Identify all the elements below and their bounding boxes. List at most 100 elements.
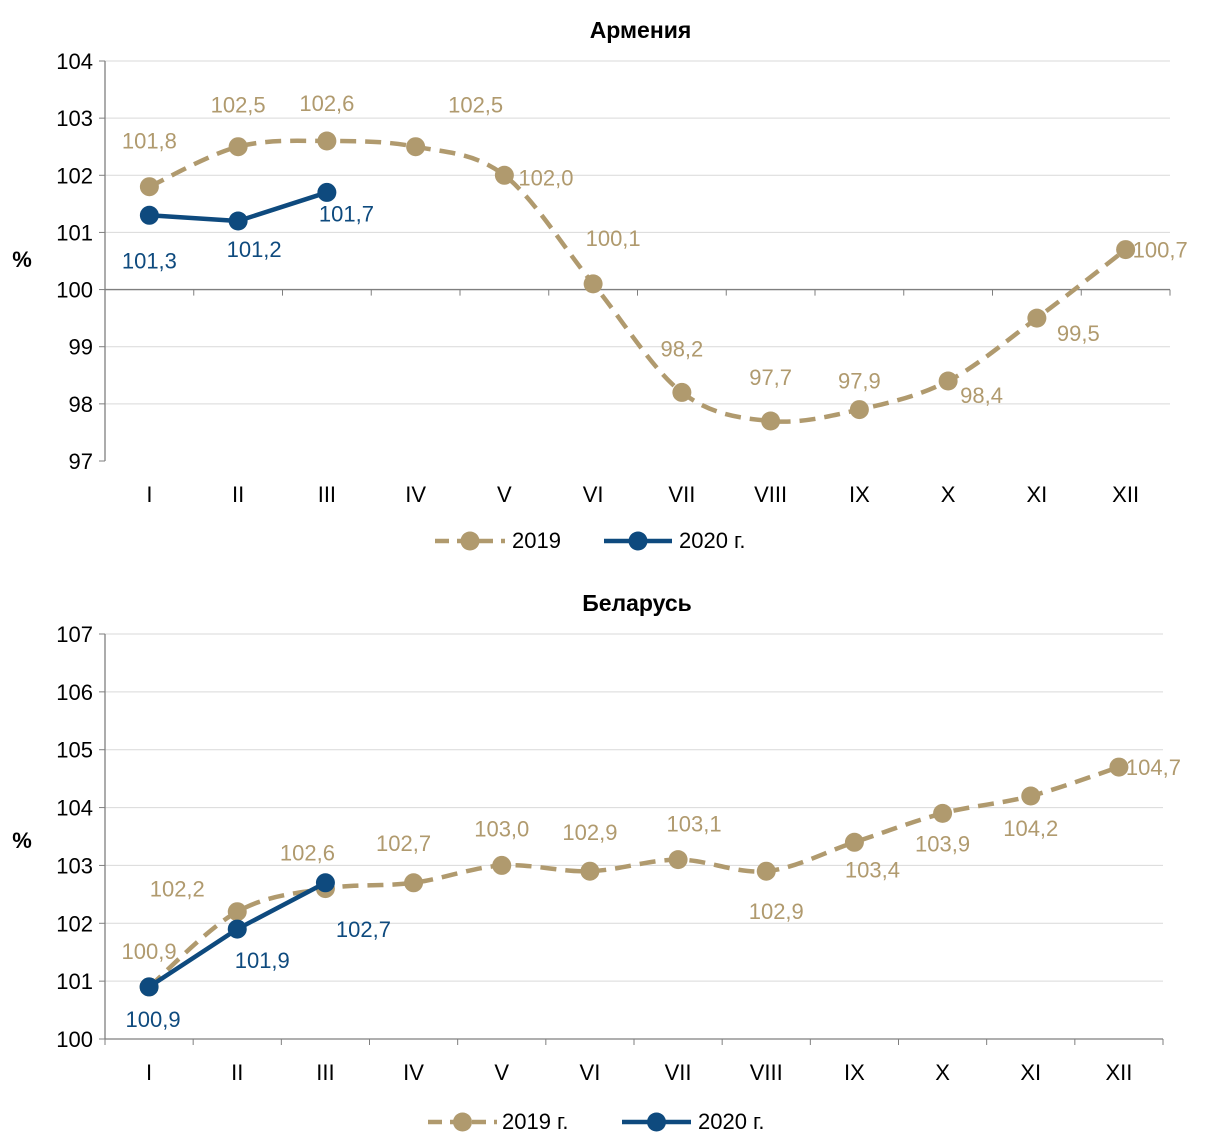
chart-2-x-tick-label: VI — [580, 1060, 601, 1085]
chart-1-series-1-line — [148, 138, 1128, 424]
chart-1-series-1-data-label: 102,5 — [448, 93, 503, 118]
chart-1-series-1-data-label: 97,9 — [838, 369, 881, 394]
chart-2-series-1-line — [147, 764, 1120, 989]
chart-1-legend-marker-2 — [628, 531, 648, 551]
chart-1-x-tick-label: XI — [1026, 482, 1047, 507]
chart-2-x-tick-label: V — [494, 1060, 509, 1085]
chart-2-x-tick-label: III — [316, 1060, 334, 1085]
chart-2-series-1-data-label: 102,9 — [562, 820, 617, 845]
chart-1-y-tick-label: 99 — [69, 335, 93, 360]
chart-2-legend-label-2: 2020 г. — [698, 1109, 765, 1134]
chart-2-legend-marker-2 — [647, 1112, 666, 1132]
chart-1-title: Армения — [590, 17, 692, 43]
chart-2-series-1-data-label: 104,2 — [1003, 816, 1058, 841]
chart-2-x-tick-label: XII — [1105, 1060, 1132, 1085]
chart-2-series-1-data-label: 102,2 — [150, 877, 205, 902]
chart-1-x-tick-label: III — [318, 482, 336, 507]
chart-1-series-1-point — [672, 382, 692, 402]
chart-1-x-tick-label: VIII — [754, 482, 787, 507]
chart-2-series-1-data-label: 103,1 — [667, 812, 722, 837]
chart-2-y-label: % — [12, 828, 32, 853]
chart-1-x-tick-label: X — [941, 482, 956, 507]
chart-2-series-1-data-label: 103,9 — [915, 831, 970, 856]
chart-2-legend-marker-1 — [453, 1112, 472, 1132]
chart-1-series-1-point — [849, 400, 869, 420]
chart-2-y-tick-label: 100 — [56, 1027, 93, 1052]
chart-2-y-tick-label: 103 — [56, 853, 93, 878]
chart-1-x-tick-label: I — [146, 482, 152, 507]
chart-1-y-tick-label: 103 — [56, 106, 93, 131]
chart-1-series-2-point — [317, 182, 337, 202]
chart-2-y-tick-label: 101 — [56, 969, 93, 994]
chart-1-series-1-point — [494, 165, 514, 185]
chart-1-series-1-data-label: 102,6 — [299, 91, 354, 116]
chart-1-legend-label-2: 2020 г. — [679, 528, 746, 553]
chart-1-series-2-data-label: 101,7 — [319, 201, 374, 226]
chart-1-x-tick-label: V — [497, 482, 512, 507]
chart-1-y-tick-label: 104 — [56, 49, 93, 74]
chart-2-series-1-point — [1109, 757, 1129, 777]
chart-2-series-1-data-label: 102,7 — [376, 831, 431, 856]
chart-1-x-tick-label: XII — [1112, 482, 1139, 507]
chart-2-y-tick-label: 107 — [56, 622, 93, 647]
chart-1-legend: 2019 2020 г. — [435, 528, 746, 553]
chart-1-series-1-data-label: 102,0 — [518, 165, 573, 190]
chart-2-title: Беларусь — [582, 590, 692, 616]
chart-1-series-1-point — [1027, 308, 1047, 328]
chart-2-series-1-data-label: 102,6 — [280, 841, 335, 866]
chart-2-series-1-point — [580, 861, 600, 881]
chart-2-x-tick-label: IV — [403, 1060, 424, 1085]
chart-1-series-1-point — [938, 371, 958, 391]
chart-1-x-tick-label: IX — [849, 482, 870, 507]
chart-2-legend-label-1: 2019 г. — [502, 1109, 569, 1134]
chart-1-series-1-data-label: 100,1 — [586, 226, 641, 251]
chart-2-legend: 2019 г. 2020 г. — [428, 1109, 765, 1134]
chart-2-series-2-point — [139, 977, 159, 997]
chart-2-series-2-data-label: 101,9 — [235, 948, 290, 973]
chart-1-y-tick-label: 98 — [69, 392, 93, 417]
chart-2-x-tick-label: VII — [665, 1060, 692, 1085]
chart-1-x-tick-label: II — [232, 482, 244, 507]
chart-1-x-tick-label: VII — [668, 482, 695, 507]
chart-1-y-tick-label: 102 — [56, 163, 93, 188]
chart-2-x-tick-label: VIII — [750, 1060, 783, 1085]
chart-1-series-2-data-label: 101,3 — [122, 248, 177, 273]
chart-2-series-1-point — [404, 873, 424, 893]
chart-2-series-2: 100,9 101,9 102,7 — [126, 873, 391, 1032]
chart-1-y-tick-label: 100 — [56, 278, 93, 303]
chart-1-series-1-data-label: 98,4 — [960, 383, 1003, 408]
chart-1-series-1-data-label: 99,5 — [1057, 321, 1100, 346]
chart-1-series-1-point — [228, 137, 248, 157]
chart-1-series-1-point — [583, 274, 603, 294]
chart-2-series-2-data-label: 102,7 — [336, 917, 391, 942]
chart-2-series-2-point — [227, 919, 247, 939]
chart-2-x-tick-label: XI — [1020, 1060, 1041, 1085]
chart-2-series-1-point — [668, 850, 688, 870]
chart-2-series-1-data-label: 104,7 — [1126, 755, 1181, 780]
chart-1-series-1-data-label: 97,7 — [749, 365, 792, 390]
chart-1-series-2-point — [139, 205, 159, 225]
chart-1-legend-label-1: 2019 — [512, 528, 561, 553]
chart-1-series-1-data-label: 102,5 — [211, 93, 266, 118]
chart-1-x-tick-label: VI — [583, 482, 604, 507]
chart-1-series-2: 101,3 101,2 101,7 — [122, 182, 374, 273]
chart-2-x-tick-label: X — [935, 1060, 950, 1085]
chart-1-series-1-data-label: 98,2 — [660, 336, 703, 361]
chart-2-series-1-point — [756, 861, 776, 881]
chart-2-series-1-data-label: 103,0 — [474, 816, 529, 841]
chart-1-y-tick-label: 101 — [56, 220, 93, 245]
chart-1-series-1-point — [139, 177, 159, 197]
chart-1-series-2-point — [228, 211, 248, 231]
chart-2-series-1-data-label: 103,4 — [845, 857, 900, 882]
chart-1-y-tick-label: 97 — [69, 449, 93, 474]
chart-1-legend-marker-1 — [460, 531, 480, 551]
chart-1-series-1-point — [761, 411, 781, 431]
chart-2-y-tick-label: 102 — [56, 911, 93, 936]
chart-1-series-1-data-label: 101,8 — [122, 129, 177, 154]
chart-2-y-tick-label: 104 — [56, 796, 93, 821]
chart-2-x-tick-label: IX — [844, 1060, 865, 1085]
